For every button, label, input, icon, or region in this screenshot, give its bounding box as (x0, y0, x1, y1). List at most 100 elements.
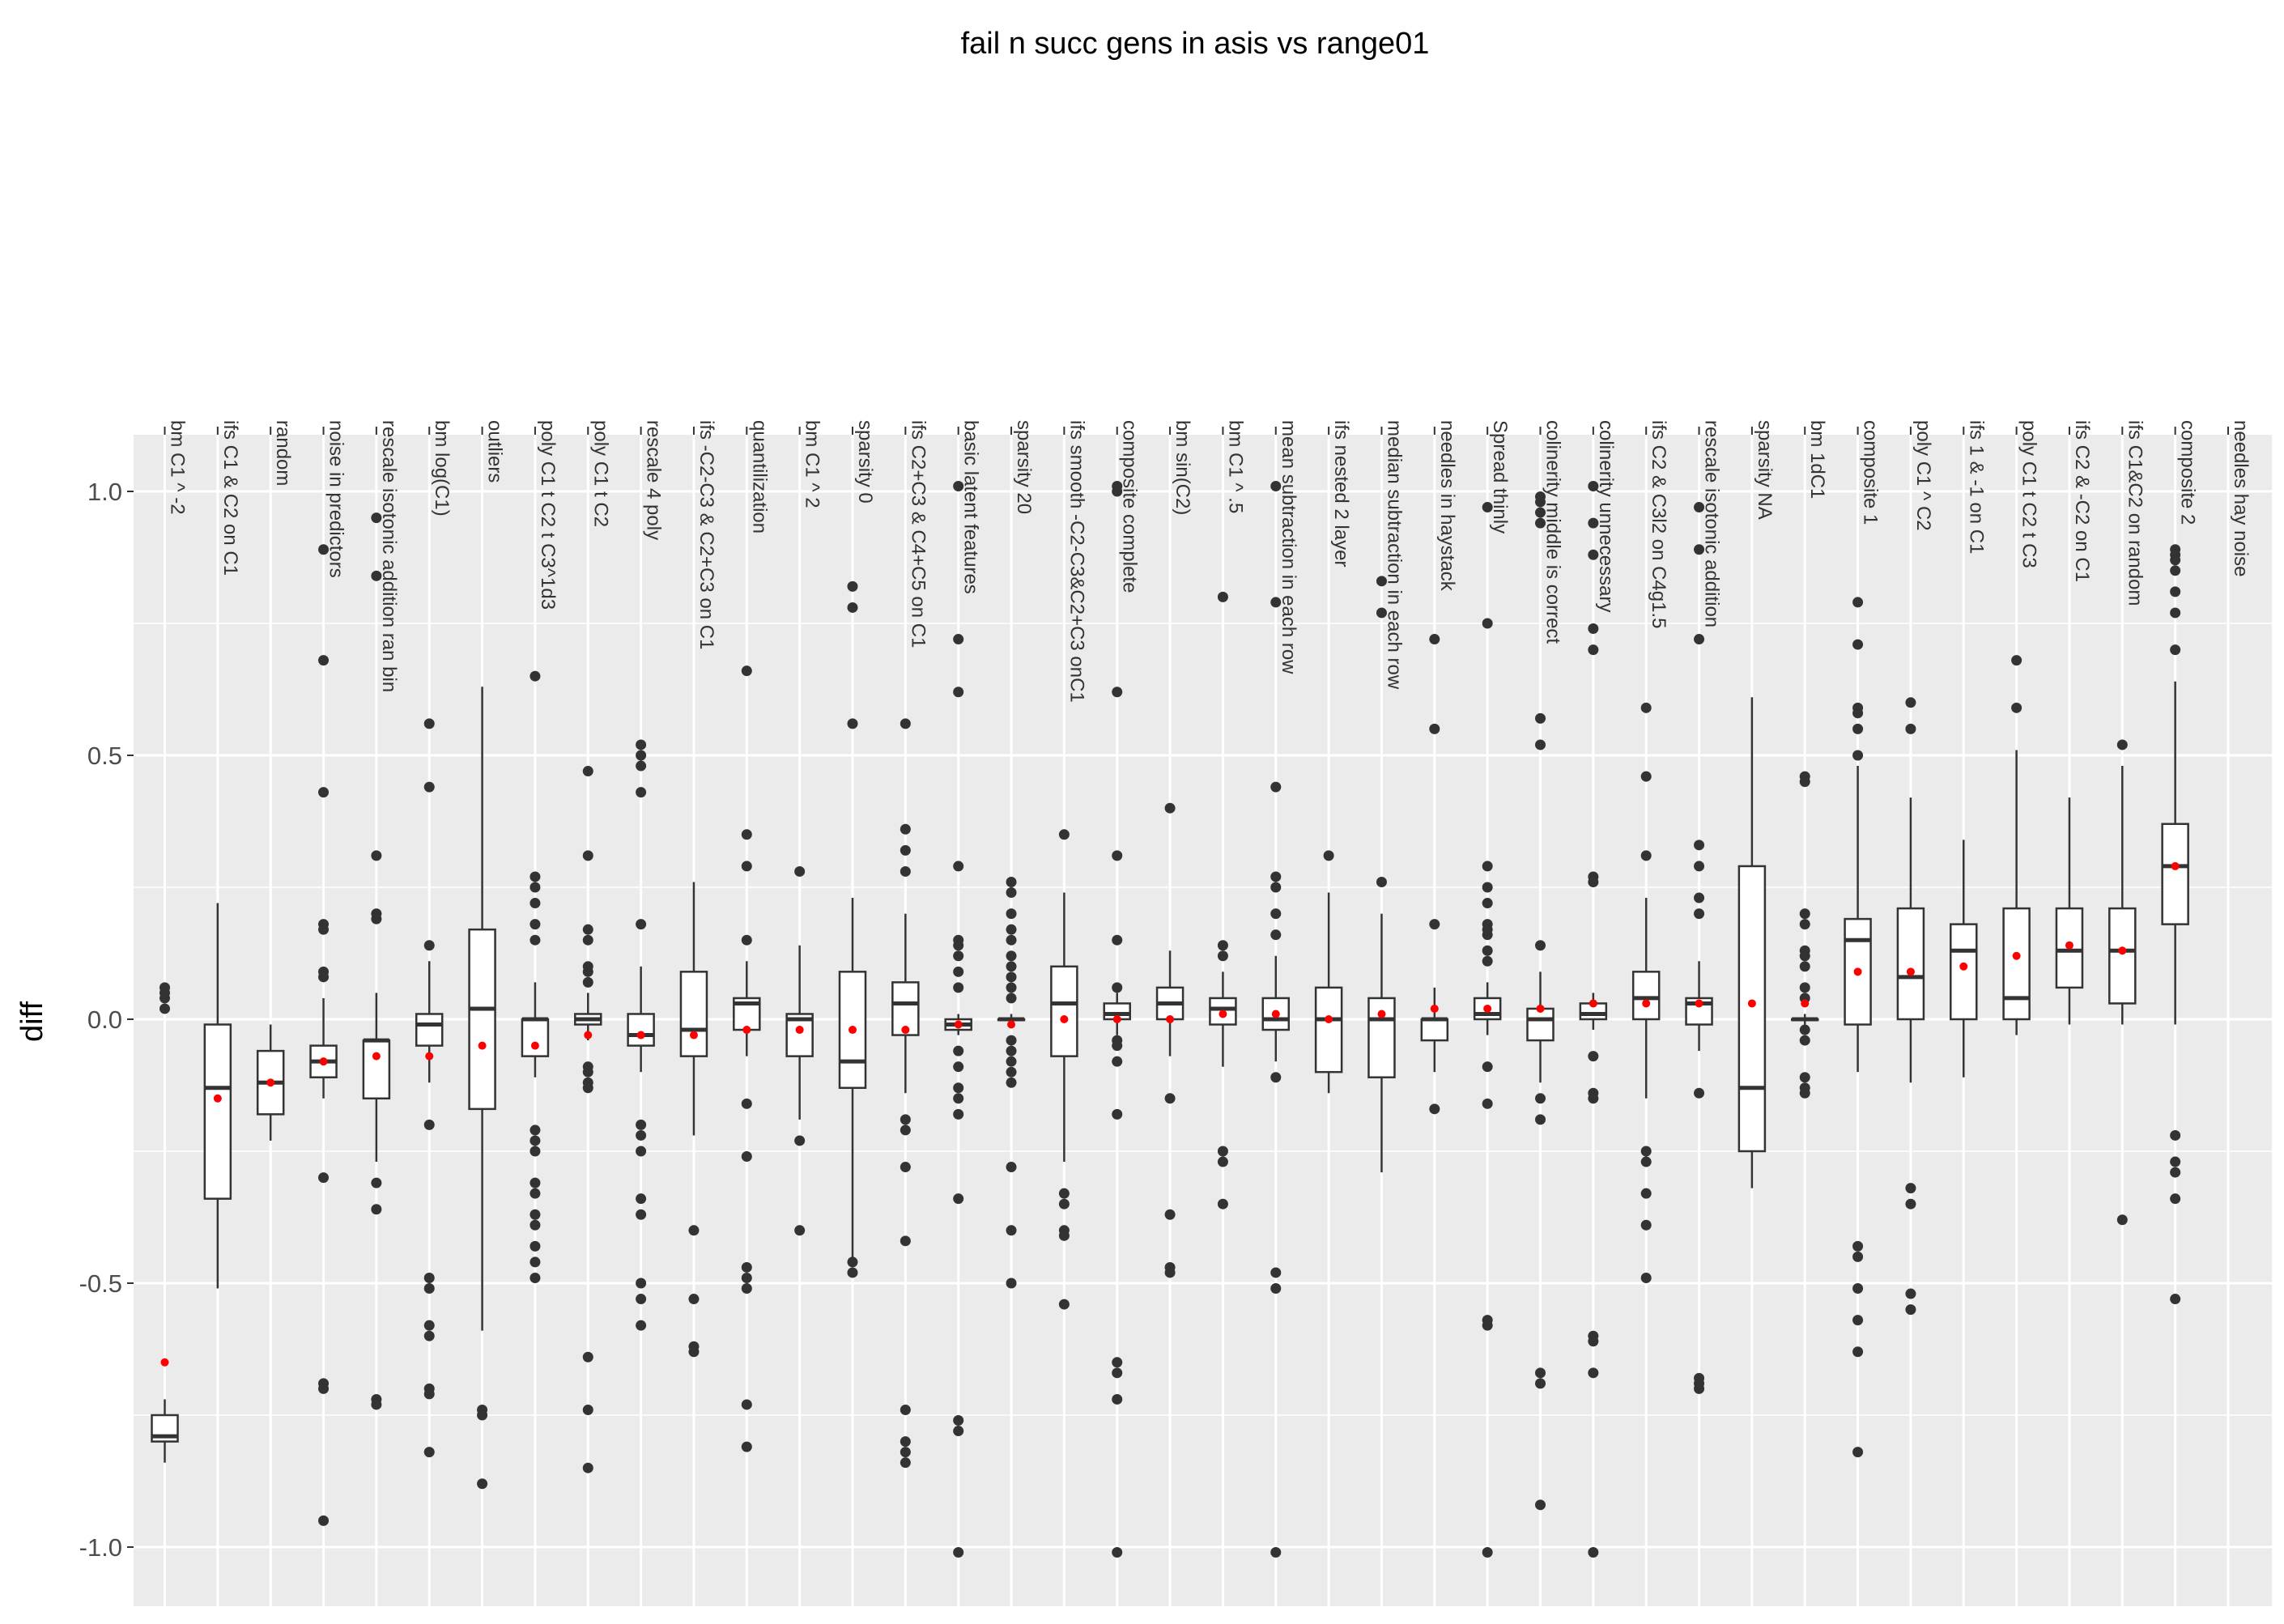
outlier-point (530, 871, 541, 882)
outlier-point (1112, 1108, 1123, 1120)
outlier-point (1905, 1304, 1916, 1316)
box-group (2002, 655, 2031, 1035)
x-tick-label: mean subtraction in each row (1278, 420, 1299, 674)
outlier-point (953, 1093, 964, 1104)
outlier-point (900, 1404, 911, 1415)
outlier-point (318, 787, 330, 798)
x-tick-label: sparsity 20 (1013, 420, 1035, 514)
outlier-point (1640, 1156, 1652, 1167)
outlier-point (1217, 940, 1228, 951)
box-group (838, 580, 867, 1278)
mean-point (1853, 967, 1862, 976)
outlier-point (953, 1108, 964, 1120)
mean-point (1536, 1004, 1545, 1013)
chart-title: fail n succ gens in asis vs range01 (961, 27, 1430, 61)
outlier-point (1852, 1240, 1864, 1252)
outlier-point (1694, 634, 1705, 645)
outlier-point (1852, 1315, 1864, 1326)
box-group (1790, 771, 1819, 1099)
outlier-point (530, 1209, 541, 1220)
outlier-point (1588, 1093, 1599, 1104)
outlier-point (1058, 1299, 1070, 1310)
outlier-point (371, 913, 382, 925)
outlier-point (1006, 971, 1017, 983)
mean-point (372, 1052, 381, 1061)
outlier-point (1694, 840, 1705, 851)
outlier-point (159, 1003, 170, 1014)
outlier-point (1006, 1056, 1017, 1067)
x-tick-label: ifs C2 & C3l2 on C4g1.5 (1648, 420, 1669, 628)
outlier-point (1640, 850, 1652, 861)
outlier-point (1694, 544, 1705, 555)
outlier-point (1270, 597, 1282, 608)
outlier-point (900, 1235, 911, 1247)
outlier-point (477, 1409, 488, 1421)
outlier-point (1482, 1320, 1493, 1331)
outlier-point (741, 1151, 752, 1163)
outlier-point (423, 1447, 435, 1458)
outlier-point (794, 1135, 806, 1146)
outlier-point (1482, 882, 1493, 893)
outlier-point (1852, 708, 1864, 719)
outlier-point (953, 1415, 964, 1426)
outlier-point (2170, 1294, 2181, 1305)
box-group (733, 665, 761, 1452)
mean-point (1430, 1004, 1439, 1013)
outlier-point (1482, 945, 1493, 956)
outlier-point (1588, 480, 1599, 491)
outlier-point (159, 993, 170, 1004)
x-tick-label: sparsity 0 (854, 420, 876, 504)
x-tick-label: ifs C2 & -C2 on C1 (2071, 420, 2093, 582)
outlier-point (371, 1204, 382, 1215)
box-group (1844, 597, 1872, 1458)
outlier-point (1482, 861, 1493, 872)
outlier-point (1006, 924, 1017, 935)
x-tick-label: ifs -C2-C3 & C2+C3 on C1 (695, 420, 717, 649)
outlier-point (1588, 1547, 1599, 1558)
box-group (521, 670, 550, 1283)
outlier-point (794, 1225, 806, 1236)
outlier-point (1112, 1056, 1123, 1067)
mean-point (901, 1026, 910, 1035)
box-group (997, 876, 1026, 1289)
x-tick-label: composite 1 (1860, 420, 1882, 525)
outlier-point (1270, 908, 1282, 920)
outlier-point (1006, 950, 1017, 962)
outlier-point (1799, 1035, 1810, 1046)
outlier-point (688, 1346, 700, 1358)
x-tick-label: outliers (484, 420, 506, 483)
outlier-point (1588, 1051, 1599, 1062)
outlier-point (530, 1177, 541, 1188)
outlier-point (423, 940, 435, 951)
outlier-point (2170, 1167, 2181, 1178)
outlier-point (953, 982, 964, 993)
box-group (785, 865, 814, 1236)
outlier-point (741, 1272, 752, 1283)
outlier-point (636, 760, 647, 772)
outlier-point (423, 1119, 435, 1130)
mean-point (689, 1031, 698, 1039)
outlier-point (1270, 1267, 1282, 1278)
outlier-point (1006, 1225, 1017, 1236)
outlier-point (582, 1462, 593, 1473)
x-tick-label: needles hay noise (2230, 420, 2252, 576)
outlier-point (1006, 1066, 1017, 1078)
outlier-point (1640, 1146, 1652, 1157)
x-tick-label: Spread thinly (1489, 420, 1511, 534)
outlier-point (900, 1162, 911, 1173)
outlier-point (423, 1388, 435, 1400)
x-tick-label: median subtraction in each row (1383, 420, 1405, 690)
outlier-point (741, 665, 752, 677)
outlier-point (1535, 1114, 1546, 1125)
boxplots (151, 480, 2189, 1558)
outlier-point (953, 1045, 964, 1056)
outlier-point (371, 1399, 382, 1410)
mean-point (160, 1358, 169, 1367)
outlier-point (953, 634, 964, 645)
mean-point (1112, 1015, 1121, 1023)
outlier-point (636, 1119, 647, 1130)
x-tick-label: poly C1 t C2 (589, 420, 611, 527)
box-group (1473, 502, 1502, 1558)
box (679, 971, 708, 1057)
outlier-point (688, 1225, 700, 1236)
